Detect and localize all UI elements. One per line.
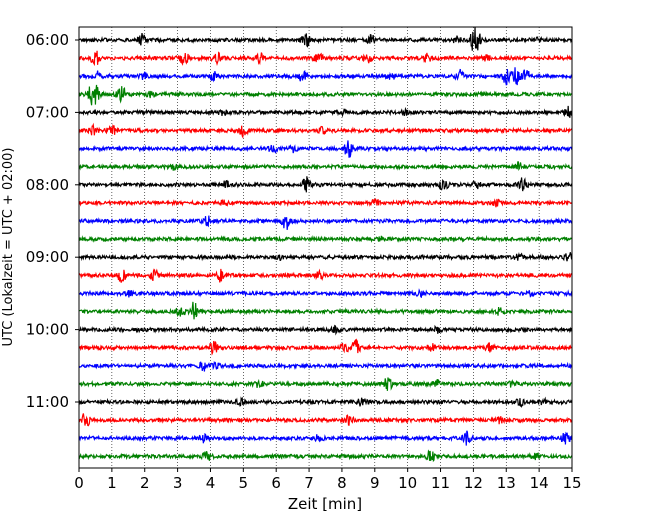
trace-10:30 <box>78 360 573 372</box>
y-tick-label: 11:00 <box>26 393 69 411</box>
trace-07:15 <box>78 122 573 139</box>
trace-08:15 <box>78 198 573 208</box>
trace-11:45 <box>78 449 573 463</box>
y-tick-label: 07:00 <box>26 103 69 121</box>
trace-08:45 <box>78 234 573 243</box>
x-tick-label: 15 <box>562 474 581 492</box>
y-axis: 06:00 07:00 08:00 09:00 10:00 11:00 <box>26 31 79 411</box>
trace-10:00 <box>78 324 573 336</box>
trace-08:00 <box>78 176 573 193</box>
trace-09:15 <box>78 268 573 283</box>
x-tick-label: 7 <box>304 474 314 492</box>
trace-07:00 <box>78 105 573 118</box>
x-tick-label: 6 <box>271 474 281 492</box>
x-tick-label: 3 <box>173 474 183 492</box>
y-tick-label: 10:00 <box>26 321 69 339</box>
trace-10:45 <box>78 377 573 391</box>
y-axis-label: UTC (Lokalzeit = UTC + 02:00) <box>1 148 16 347</box>
x-tick-label: 5 <box>239 474 249 492</box>
x-tick-label: 10 <box>398 474 417 492</box>
trace-11:30 <box>78 430 573 446</box>
trace-06:30 <box>78 67 573 86</box>
trace-09:30 <box>78 288 573 299</box>
x-tick-label: 1 <box>107 474 117 492</box>
y-tick-label: 08:00 <box>26 176 69 194</box>
y-tick-label: 06:00 <box>26 31 69 49</box>
y-tick-label: 09:00 <box>26 248 69 266</box>
trace-11:15 <box>78 413 573 427</box>
trace-group <box>78 27 573 463</box>
x-tick-label: 8 <box>337 474 347 492</box>
trace-10:15 <box>78 338 573 356</box>
trace-07:45 <box>78 161 573 171</box>
x-axis-label: Zeit [min] <box>288 495 362 513</box>
x-tick-label: 11 <box>431 474 450 492</box>
trace-11:00 <box>78 396 573 408</box>
x-tick-label: 9 <box>370 474 380 492</box>
trace-06:45 <box>78 84 573 106</box>
trace-09:00 <box>78 252 573 262</box>
x-tick-label: 14 <box>530 474 549 492</box>
x-tick-label: 4 <box>206 474 216 492</box>
trace-09:45 <box>78 301 573 320</box>
x-tick-label: 2 <box>140 474 150 492</box>
x-tick-label: 0 <box>74 474 84 492</box>
x-tick-label: 12 <box>464 474 483 492</box>
trace-06:00 <box>78 27 573 51</box>
trace-08:30 <box>78 215 573 230</box>
x-tick-label: 13 <box>497 474 516 492</box>
trace-07:30 <box>78 140 573 158</box>
trace-06:15 <box>78 50 573 67</box>
x-axis: 0 1 2 3 4 5 6 7 8 9 10 11 12 13 14 15 <box>74 468 582 492</box>
plot-frame <box>78 26 573 469</box>
